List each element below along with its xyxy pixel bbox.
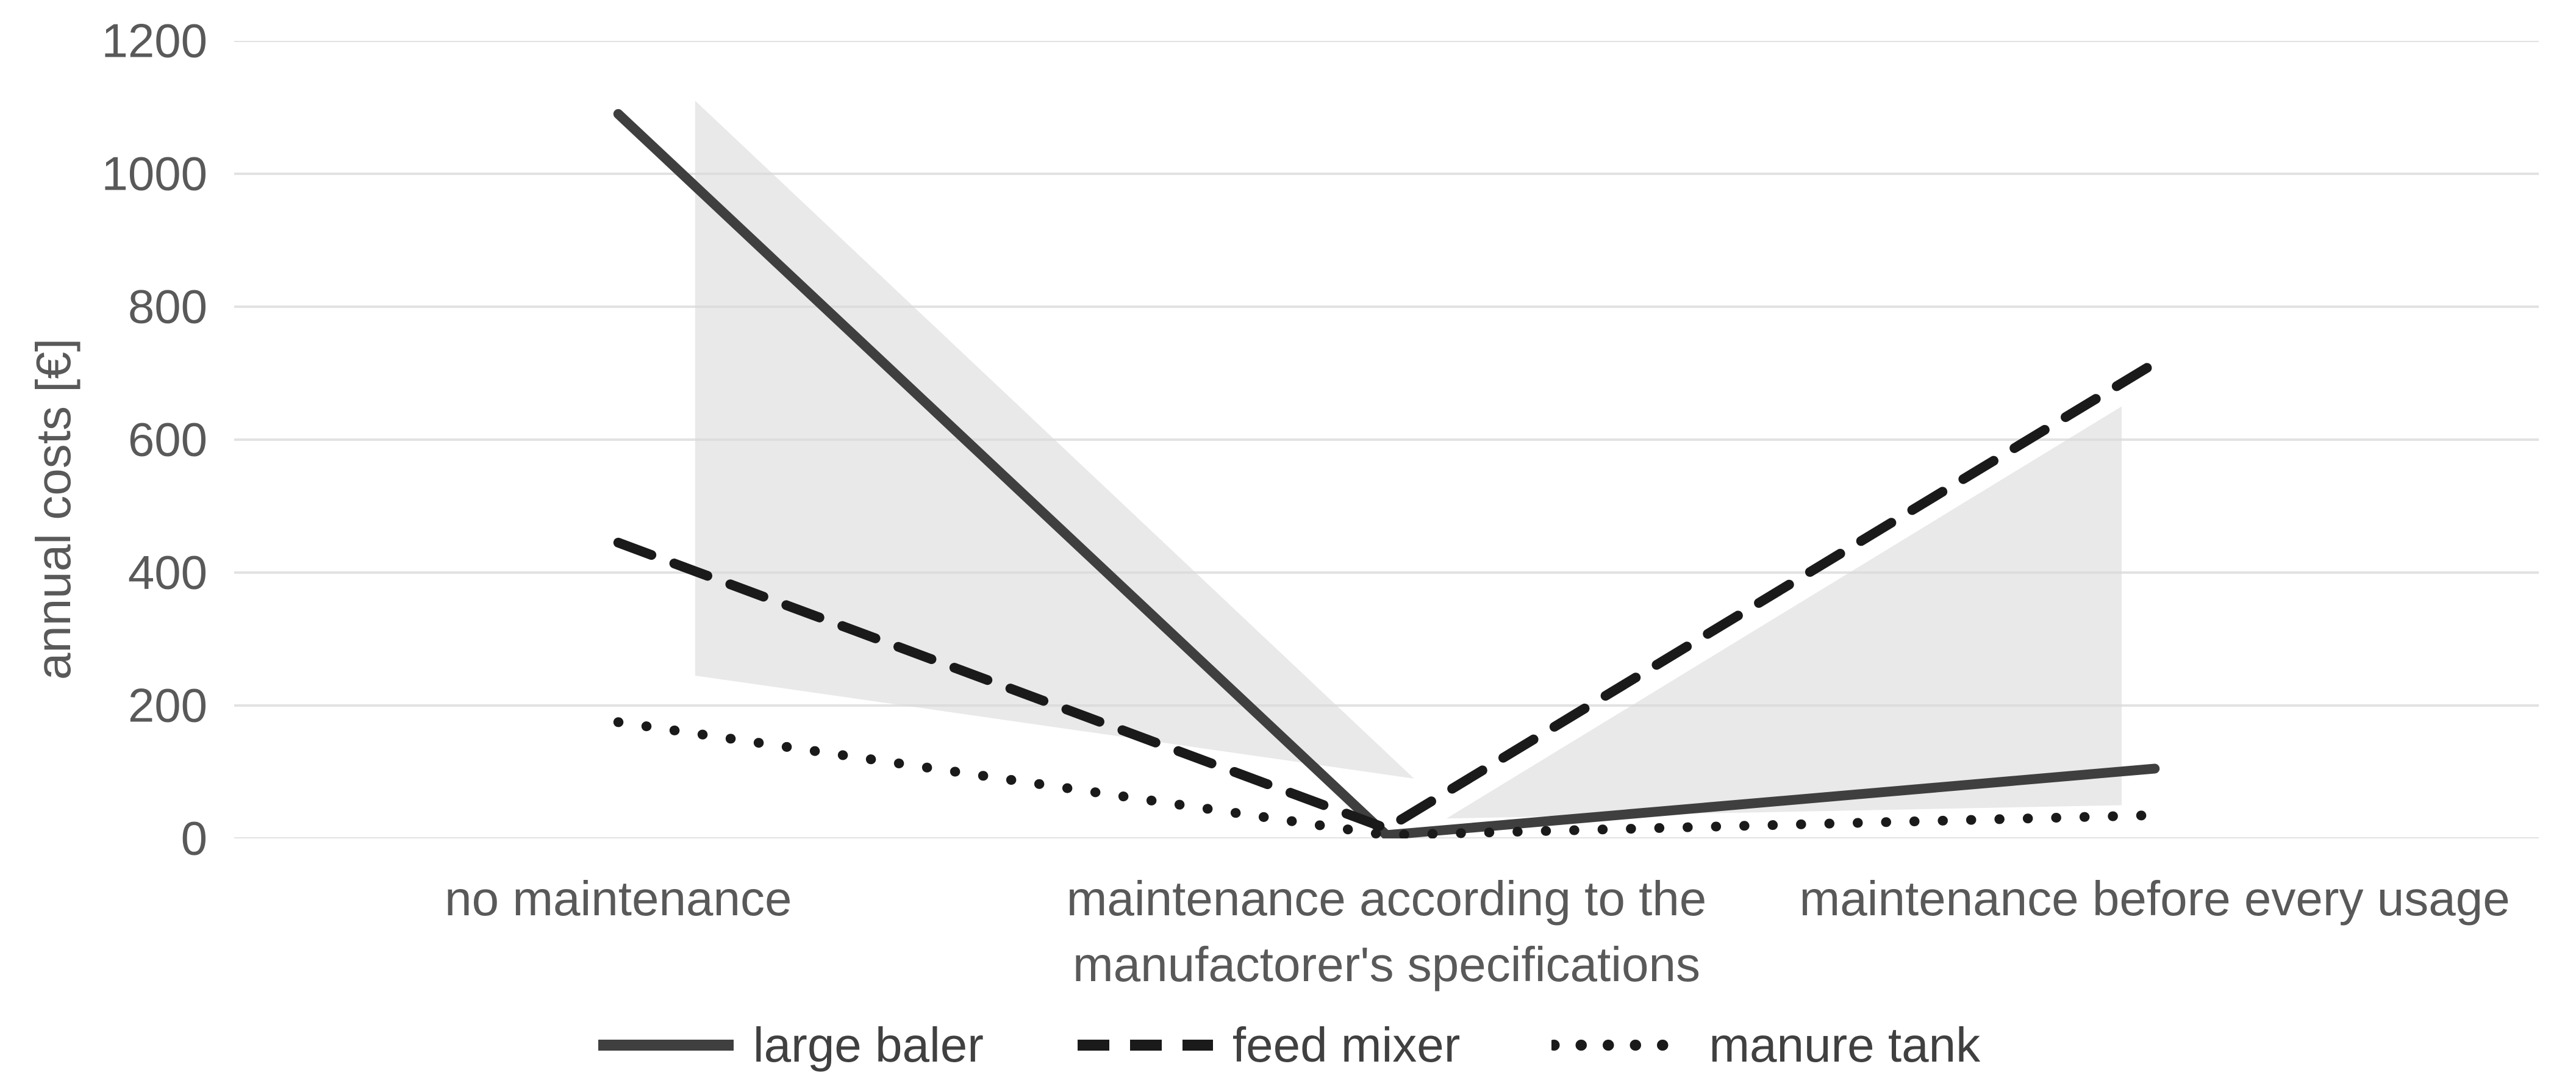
x-category-label-3: maintenance before every usage: [1799, 871, 2510, 926]
legend-swatch-dotted-line-icon: [1551, 1040, 1692, 1051]
legend-item-manure-tank: manure tank: [1551, 1017, 1980, 1073]
legend-item-large-baler: large baler: [596, 1017, 984, 1073]
legend-swatch-dashed-line-icon: [1077, 1040, 1213, 1051]
y-tick-label-0: 0: [181, 811, 207, 865]
legend-item-feed-mixer: feed mixer: [1075, 1017, 1460, 1073]
plot-area: [234, 41, 2539, 838]
series-line-large-baler: [613, 109, 2160, 838]
chart-legend: large baler feed mixer manure tank: [0, 1017, 2576, 1073]
y-tick-label-1000: 1000: [101, 146, 207, 201]
x-category-label-2: maintenance according to the manufactore…: [1066, 871, 1707, 991]
legend-swatch-solid-line-icon: [598, 1040, 734, 1051]
chart-canvas: [234, 41, 2539, 838]
y-tick-label-400: 400: [127, 545, 207, 599]
y-tick-label-800: 800: [127, 279, 207, 334]
x-category-label-1: no maintenance: [445, 871, 792, 926]
legend-label: manure tank: [1709, 1018, 1981, 1072]
range-band-polygon-2: [1446, 406, 2122, 819]
y-axis-title: annual costs [€]: [26, 338, 80, 681]
legend-label: large baler: [753, 1018, 984, 1072]
legend-label: feed mixer: [1232, 1018, 1461, 1072]
y-tick-label-1200: 1200: [101, 13, 207, 68]
y-tick-label-200: 200: [127, 678, 207, 732]
series-line-feed-mixer: [613, 358, 2160, 834]
y-tick-label-600: 600: [127, 412, 207, 466]
series-line-manure-tank: [613, 717, 2160, 838]
